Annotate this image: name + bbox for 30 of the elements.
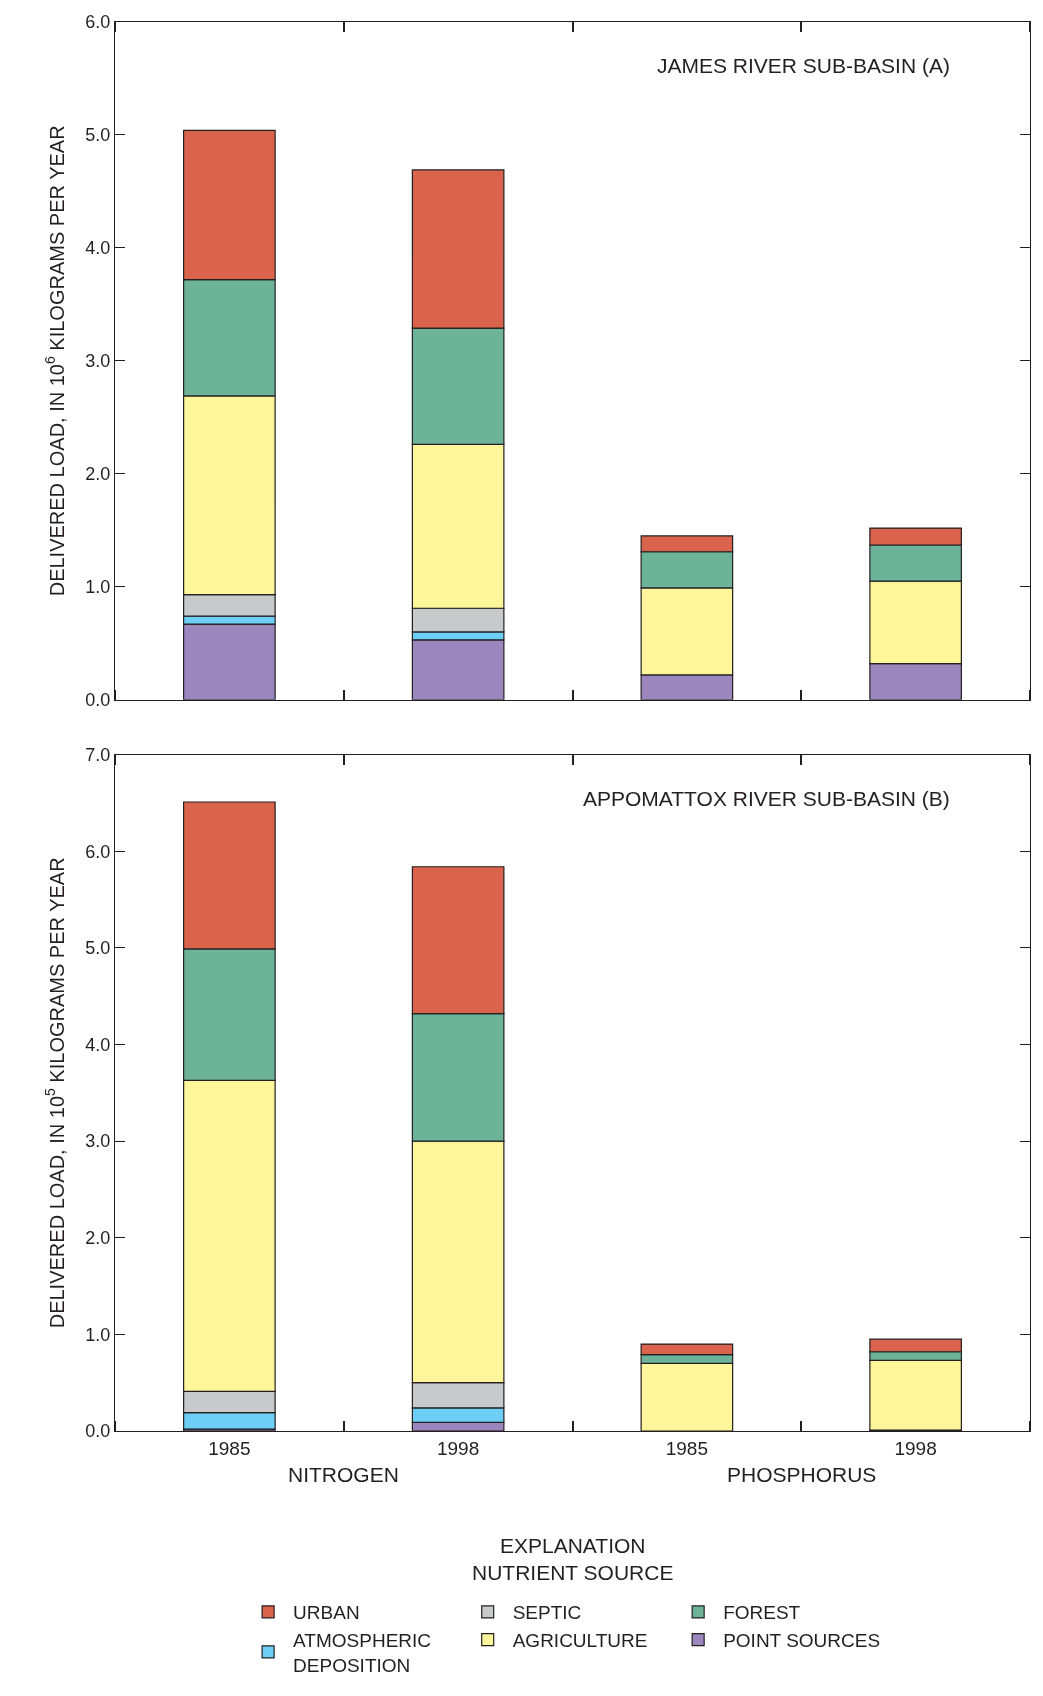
- y-tick-label: 1.0: [85, 1324, 111, 1345]
- text: APPOMATTOX RIVER SUB-BASIN (B): [583, 787, 950, 810]
- y-tick-label: 6.0: [85, 12, 111, 33]
- y-tick-label: 4.0: [85, 238, 111, 259]
- legend-label: AGRICULTURE: [512, 1629, 648, 1651]
- y-tick-label: 2.0: [85, 1228, 111, 1249]
- y-tick-label: 0.0: [85, 690, 111, 711]
- x-tick-label: 1998: [894, 1437, 937, 1459]
- y-tick-label: 3.0: [85, 351, 111, 372]
- y-tick-label: 5.0: [85, 938, 111, 959]
- legend-label: URBAN: [293, 1602, 360, 1624]
- legend-title: EXPLANATION NUTRIENT SOURCE: [472, 1534, 674, 1585]
- x-tick-label: 1998: [436, 1437, 480, 1459]
- y-tick-label: 3.0: [85, 1131, 111, 1152]
- y-tick-label: 0.0: [85, 1421, 111, 1442]
- y-tick-label: 2.0: [85, 464, 111, 485]
- x-tick-label: 1985: [208, 1437, 251, 1459]
- legend-label: SEPTIC: [512, 1602, 582, 1624]
- legend-label: ATMOSPHERIC DEPOSITION: [293, 1629, 432, 1676]
- y-tick-label: 1.0: [85, 577, 111, 598]
- x-tick-label: 1985: [665, 1437, 709, 1459]
- y-tick-label: 7.0: [85, 744, 111, 765]
- y-tick-label: 6.0: [85, 841, 111, 862]
- y-tick-label: 4.0: [85, 1034, 111, 1055]
- legend-label: POINT SOURCES: [723, 1629, 881, 1651]
- text: JAMES RIVER SUB-BASIN (A): [657, 54, 950, 77]
- y-tick-label: 5.0: [85, 125, 111, 146]
- text: NITROGEN: [288, 1463, 399, 1486]
- text: PHOSPHORUS: [727, 1463, 877, 1486]
- legend-label: FOREST: [723, 1602, 801, 1624]
